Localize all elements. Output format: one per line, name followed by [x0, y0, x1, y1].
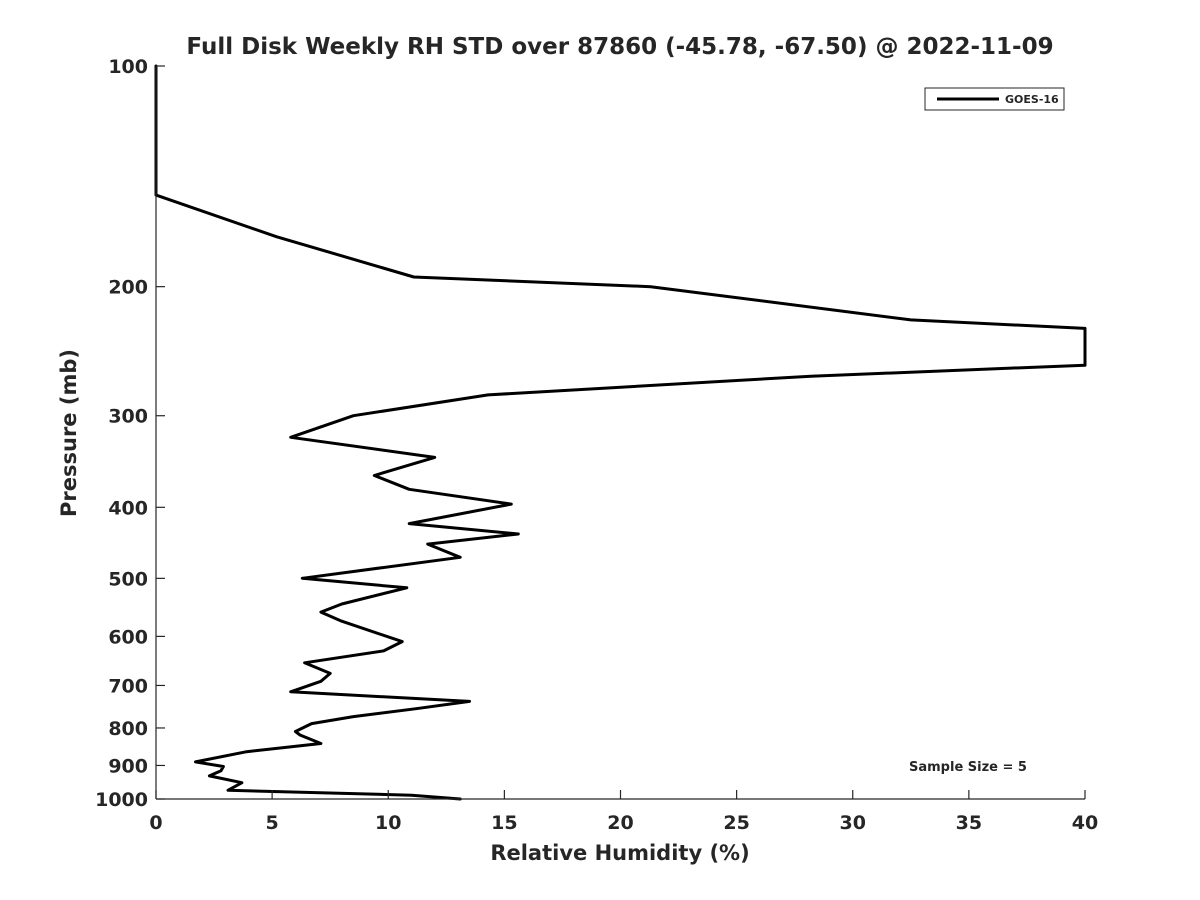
x-tick-label: 20 [607, 812, 633, 834]
y-tick-label: 400 [108, 497, 148, 519]
x-tick-label: 0 [149, 812, 162, 834]
x-axis-label: Relative Humidity (%) [490, 841, 749, 865]
sample-size-annotation: Sample Size = 5 [909, 760, 1027, 775]
x-tick-label: 35 [956, 812, 982, 834]
y-tick-label: 100 [108, 56, 148, 78]
x-tick-label: 30 [840, 812, 866, 834]
y-tick-label: 700 [108, 675, 148, 697]
chart-title: Full Disk Weekly RH STD over 87860 (-45.… [186, 34, 1053, 60]
y-tick-label: 300 [108, 406, 148, 428]
y-tick-label: 500 [108, 568, 148, 590]
plot-area [154, 64, 1087, 801]
x-tick-label: 25 [723, 812, 749, 834]
legend: GOES-16 [924, 87, 1065, 111]
x-tick-label: 15 [491, 812, 517, 834]
y-tick-label: 900 [108, 755, 148, 777]
legend-label: GOES-16 [1005, 93, 1059, 106]
x-tick-label: 5 [266, 812, 279, 834]
series-line-goes-16 [154, 64, 1087, 801]
x-tick-label: 40 [1072, 812, 1098, 834]
y-tick-label: 200 [108, 277, 148, 299]
y-axis-label: Pressure (mb) [57, 349, 81, 517]
y-axis: 100 200 300 400 500 600 700 800 900 1000 [95, 56, 165, 811]
x-axis: 0 5 10 15 20 25 30 35 40 [149, 790, 1098, 834]
y-tick-label: 1000 [95, 789, 148, 811]
y-tick-label: 800 [108, 718, 148, 740]
x-tick-label: 10 [375, 812, 401, 834]
y-tick-label: 600 [108, 626, 148, 648]
